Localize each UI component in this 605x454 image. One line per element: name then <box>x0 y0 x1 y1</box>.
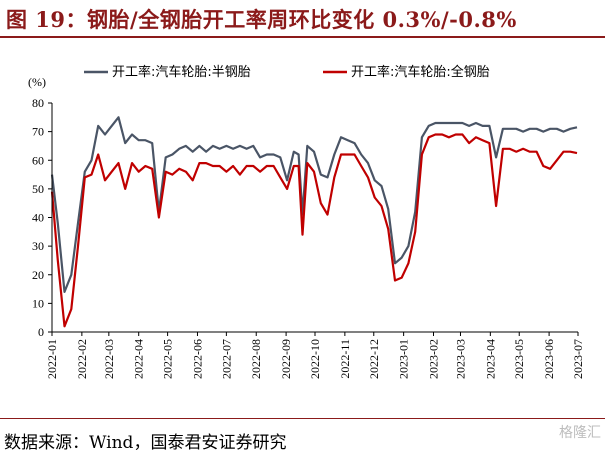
x-tick-label: 2022-12 <box>367 339 381 379</box>
x-tick-label: 2022-06 <box>190 339 204 379</box>
y-tick-label: 10 <box>32 296 44 310</box>
x-tick-label: 2023-06 <box>542 339 556 379</box>
line-chart: 开工率:汽车轮胎:半钢胎 开工率:汽车轮胎:全钢胎 (%) 0 10 20 30 40 5… <box>28 64 585 379</box>
chart-legend: 开工率:汽车轮胎:半钢胎 开工率:汽车轮胎:全钢胎 <box>84 64 490 80</box>
y-axis-ticks: 0 10 20 30 40 50 60 70 80 <box>32 96 52 339</box>
series-line-semi-steel <box>50 116 578 293</box>
source-note: 数据来源：Wind，国泰君安证券研究 <box>4 433 287 453</box>
x-tick-label: 2023-07 <box>571 339 585 379</box>
y-tick-label: 0 <box>38 325 44 339</box>
y-tick-label: 20 <box>32 268 44 282</box>
title-rule <box>0 36 605 38</box>
x-tick-label: 2022-04 <box>132 339 146 379</box>
x-tick-label: 2022-02 <box>75 339 89 379</box>
watermark: 格隆汇 <box>559 425 601 441</box>
x-tick-label: 2022-01 <box>45 339 59 379</box>
x-tick-label: 2023-02 <box>426 339 440 379</box>
x-tick-label: 2022-07 <box>219 339 233 379</box>
series-layer <box>50 116 578 328</box>
y-tick-label: 70 <box>32 125 44 139</box>
source-rule <box>0 418 605 419</box>
y-axis-unit: (%) <box>28 75 46 89</box>
y-tick-label: 40 <box>32 211 44 225</box>
y-tick-label: 30 <box>32 239 44 253</box>
legend-label-all-steel: 开工率:汽车轮胎:全钢胎 <box>351 64 490 80</box>
x-tick-label: 2022-10 <box>308 339 322 379</box>
x-axis-ticks: 2022-01 2022-02 2022-03 2022-04 2022-05 2022-… <box>45 332 585 379</box>
x-tick-label: 2022-05 <box>161 339 175 379</box>
x-tick-label: 2023-04 <box>483 339 497 379</box>
series-line-all-steel <box>50 133 578 328</box>
y-tick-label: 80 <box>32 96 44 110</box>
x-tick-label: 2023-03 <box>453 339 467 379</box>
x-tick-label: 2022-03 <box>102 339 116 379</box>
legend-label-semi-steel: 开工率:汽车轮胎:半钢胎 <box>112 64 251 80</box>
x-tick-label: 2022-08 <box>249 339 263 379</box>
figure-title: 图 19：钢胎/全钢胎开工率周环比变化 0.3%/-0.8% <box>6 7 517 32</box>
x-tick-label: 2022-11 <box>338 339 352 379</box>
x-tick-label: 2022-09 <box>279 339 293 379</box>
y-tick-label: 60 <box>32 153 44 167</box>
x-tick-label: 2023-05 <box>512 339 526 379</box>
y-tick-label: 50 <box>32 182 44 196</box>
x-tick-label: 2023-01 <box>397 339 411 379</box>
